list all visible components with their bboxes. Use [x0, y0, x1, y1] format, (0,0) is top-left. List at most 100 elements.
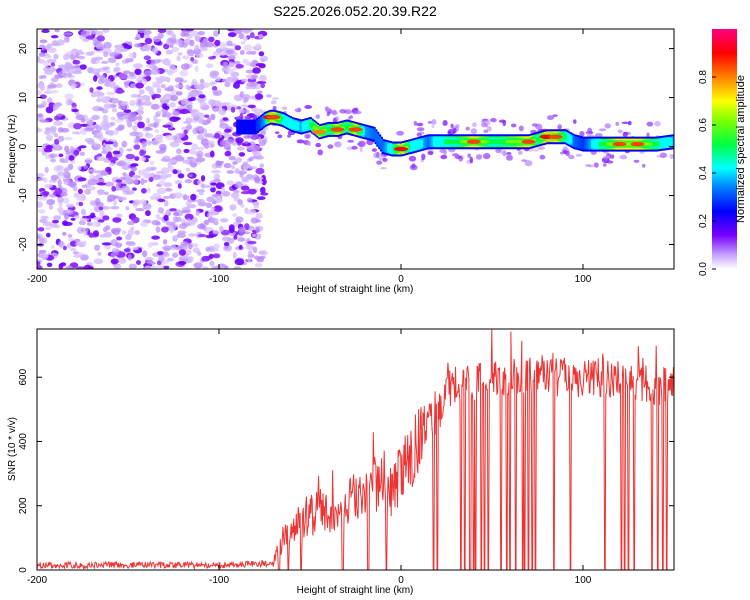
noise-speckle	[74, 238, 81, 243]
sidelobe-speckle	[277, 134, 283, 139]
noise-speckle	[213, 205, 223, 213]
noise-speckle	[143, 174, 152, 179]
noise-speckle	[163, 214, 169, 221]
noise-speckle	[165, 188, 173, 192]
sidelobe-speckle	[250, 134, 258, 141]
noise-speckle	[133, 144, 141, 150]
ridge-hotspot	[521, 139, 536, 144]
noise-speckle	[232, 251, 237, 259]
noise-speckle	[186, 218, 191, 222]
noise-speckle	[71, 131, 80, 135]
noise-speckle	[96, 98, 103, 103]
noise-speckle	[53, 53, 59, 60]
noise-speckle	[176, 148, 182, 155]
sidelobe-speckle	[359, 146, 363, 153]
noise-speckle	[198, 128, 208, 135]
sidelobe-speckle	[421, 153, 426, 160]
noise-speckle	[239, 172, 245, 178]
noise-speckle	[251, 74, 258, 80]
noise-speckle	[206, 196, 215, 203]
sidelobe-speckle	[486, 125, 492, 132]
sidelobe-speckle	[521, 159, 527, 162]
noise-speckle	[65, 265, 73, 269]
noise-speckle	[208, 253, 214, 259]
sidelobe-speckle	[575, 153, 583, 157]
noise-speckle	[169, 102, 176, 108]
noise-speckle	[212, 253, 221, 259]
sidelobe-speckle	[296, 139, 305, 144]
noise-speckle	[102, 66, 110, 70]
noise-speckle	[215, 48, 223, 53]
noise-speckle	[259, 250, 268, 256]
noise-speckle	[98, 107, 105, 112]
noise-speckle	[197, 31, 204, 36]
noise-speckle	[49, 90, 59, 94]
sidelobe-speckle	[518, 150, 523, 155]
noise-speckle	[99, 210, 105, 217]
noise-speckle	[176, 245, 184, 249]
noise-speckle	[190, 108, 200, 116]
noise-speckle	[178, 261, 187, 265]
noise-speckle	[224, 138, 234, 145]
noise-speckle	[116, 111, 126, 117]
noise-speckle	[145, 140, 154, 144]
sidelobe-speckle	[469, 156, 473, 163]
noise-speckle	[165, 173, 172, 178]
noise-speckle	[211, 169, 221, 174]
noise-speckle	[58, 240, 65, 248]
noise-speckle	[233, 235, 238, 240]
noise-speckle	[126, 148, 133, 152]
noise-speckle	[238, 226, 246, 233]
noise-speckle	[150, 160, 155, 166]
noise-speckle	[169, 226, 175, 234]
noise-speckle	[209, 260, 215, 267]
noise-speckle	[237, 199, 243, 206]
noise-speckle	[57, 135, 65, 142]
noise-speckle	[116, 236, 123, 241]
noise-speckle	[193, 262, 203, 269]
sidelobe-speckle	[380, 167, 387, 170]
noise-speckle	[97, 189, 105, 196]
sidelobe-speckle	[531, 123, 538, 127]
noise-speckle	[205, 202, 212, 208]
noise-speckle	[239, 91, 245, 98]
noise-speckle	[105, 166, 112, 173]
noise-speckle	[197, 223, 206, 230]
noise-speckle	[120, 185, 130, 193]
noise-speckle	[156, 170, 165, 175]
noise-speckle	[73, 149, 80, 156]
noise-speckle	[144, 37, 153, 45]
noise-speckle	[38, 52, 45, 57]
noise-speckle	[214, 91, 219, 95]
sidelobe-speckle	[506, 155, 513, 161]
noise-speckle	[187, 107, 193, 111]
noise-speckle	[126, 161, 131, 165]
noise-speckle	[260, 192, 269, 196]
noise-speckle	[194, 82, 201, 89]
noise-speckle	[234, 258, 245, 266]
noise-speckle	[37, 227, 45, 232]
sidelobe-speckle	[627, 120, 632, 126]
noise-speckle	[165, 112, 172, 118]
noise-speckle	[144, 133, 154, 139]
noise-speckle	[186, 104, 193, 109]
noise-speckle	[109, 52, 119, 58]
noise-speckle	[58, 263, 64, 269]
noise-speckle	[75, 266, 86, 269]
sidelobe-speckle	[598, 128, 607, 132]
sidelobe-speckle	[416, 133, 422, 137]
noise-speckle	[167, 30, 173, 35]
noise-speckle	[253, 255, 260, 260]
sidelobe-speckle	[271, 97, 280, 100]
sidelobe-speckle	[604, 123, 611, 129]
sidelobe-speckle	[563, 146, 568, 151]
noise-speckle	[138, 106, 144, 112]
noise-speckle	[185, 29, 194, 32]
noise-speckle	[255, 212, 263, 219]
ridge-cell	[420, 139, 423, 148]
noise-speckle	[185, 125, 192, 130]
ridge-hotspot	[348, 127, 363, 132]
noise-speckle	[247, 257, 252, 263]
noise-speckle	[44, 166, 49, 174]
noise-speckle	[58, 153, 64, 158]
